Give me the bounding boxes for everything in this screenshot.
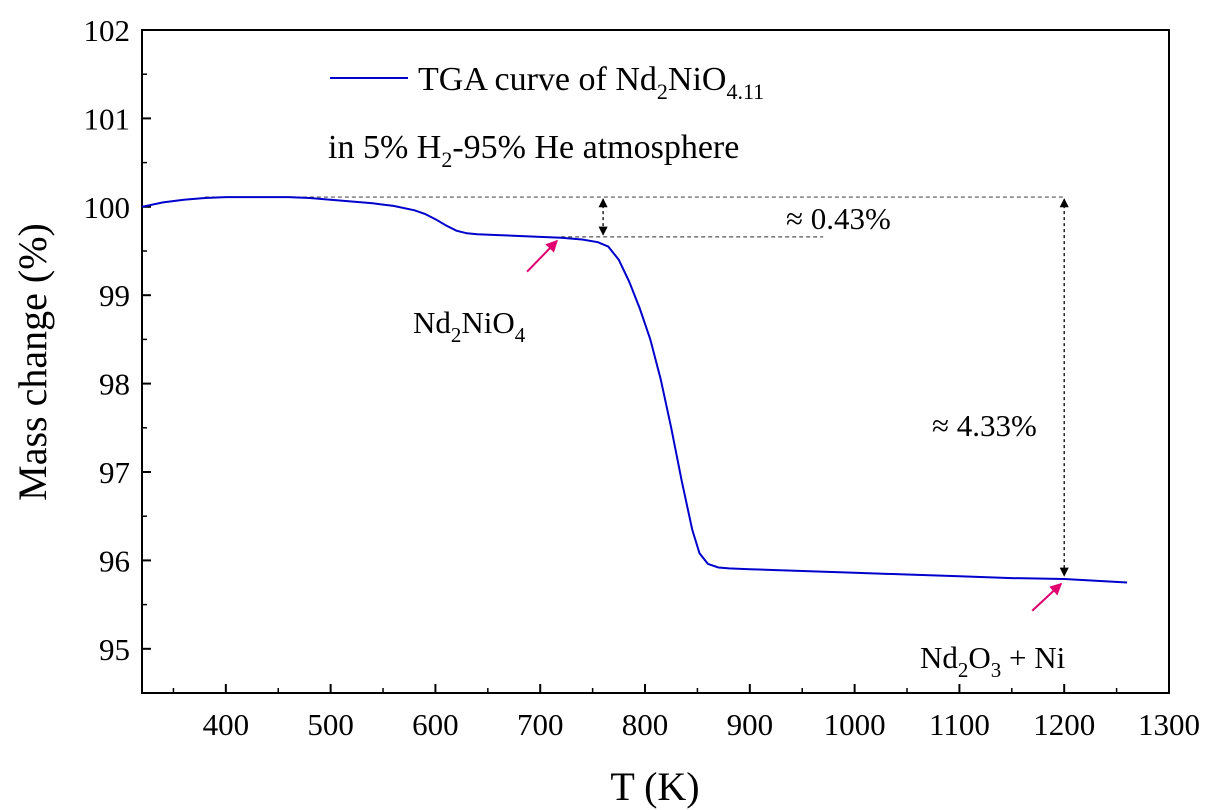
x-tick-label: 600 <box>412 707 459 742</box>
phase1-arrow <box>526 239 558 273</box>
x-tick-label: 1100 <box>929 707 990 742</box>
legend: TGA curve of Nd2NiO4.11 in 5% H2-95% He … <box>328 61 764 172</box>
x-axis-title: T (K) <box>610 764 699 809</box>
annotation-arrows <box>526 239 1063 612</box>
y-tick-label: 97 <box>99 455 130 490</box>
plot-frame <box>141 29 1170 694</box>
x-tick-label: 700 <box>517 707 564 742</box>
y-tick-label: 95 <box>99 632 130 667</box>
phase2-arrow <box>1031 582 1063 612</box>
annotation-guides <box>204 196 1069 577</box>
y-tick-label: 99 <box>99 278 130 313</box>
x-tick-label: 1200 <box>1033 707 1095 742</box>
x-axis: 400 500 600 700 800 900 1000 1100 1200 1300 <box>172 684 1200 742</box>
annotation-phase2-label: Nd2O3 + Ni <box>920 640 1066 682</box>
x-tick-label: 500 <box>307 707 354 742</box>
x-tick-label: 400 <box>203 707 250 742</box>
series-line-tga <box>141 196 1128 584</box>
y-tick-label: 96 <box>99 543 130 578</box>
annotation-phase1-label: Nd2NiO4 <box>413 305 526 347</box>
legend-subtitle: in 5% H2-95% He atmosphere <box>328 129 739 172</box>
y-axis-title: Mass change (%) <box>10 223 55 501</box>
legend-entry-label: TGA curve of Nd2NiO4.11 <box>418 61 764 104</box>
x-tick-label: 1300 <box>1138 707 1200 742</box>
y-tick-label: 98 <box>99 367 130 402</box>
x-tick-label: 800 <box>622 707 669 742</box>
x-tick-label: 1000 <box>824 707 886 742</box>
x-tick-label: 900 <box>727 707 774 742</box>
y-tick-label: 102 <box>84 13 131 48</box>
y-tick-label: 101 <box>84 101 131 136</box>
annotation-step2-label: ≈ 4.33% <box>932 408 1037 443</box>
y-tick-label: 100 <box>84 190 131 225</box>
y-axis: 95 96 97 98 99 100 101 102 <box>84 13 151 694</box>
annotation-step1-label: ≈ 0.43% <box>786 201 891 236</box>
